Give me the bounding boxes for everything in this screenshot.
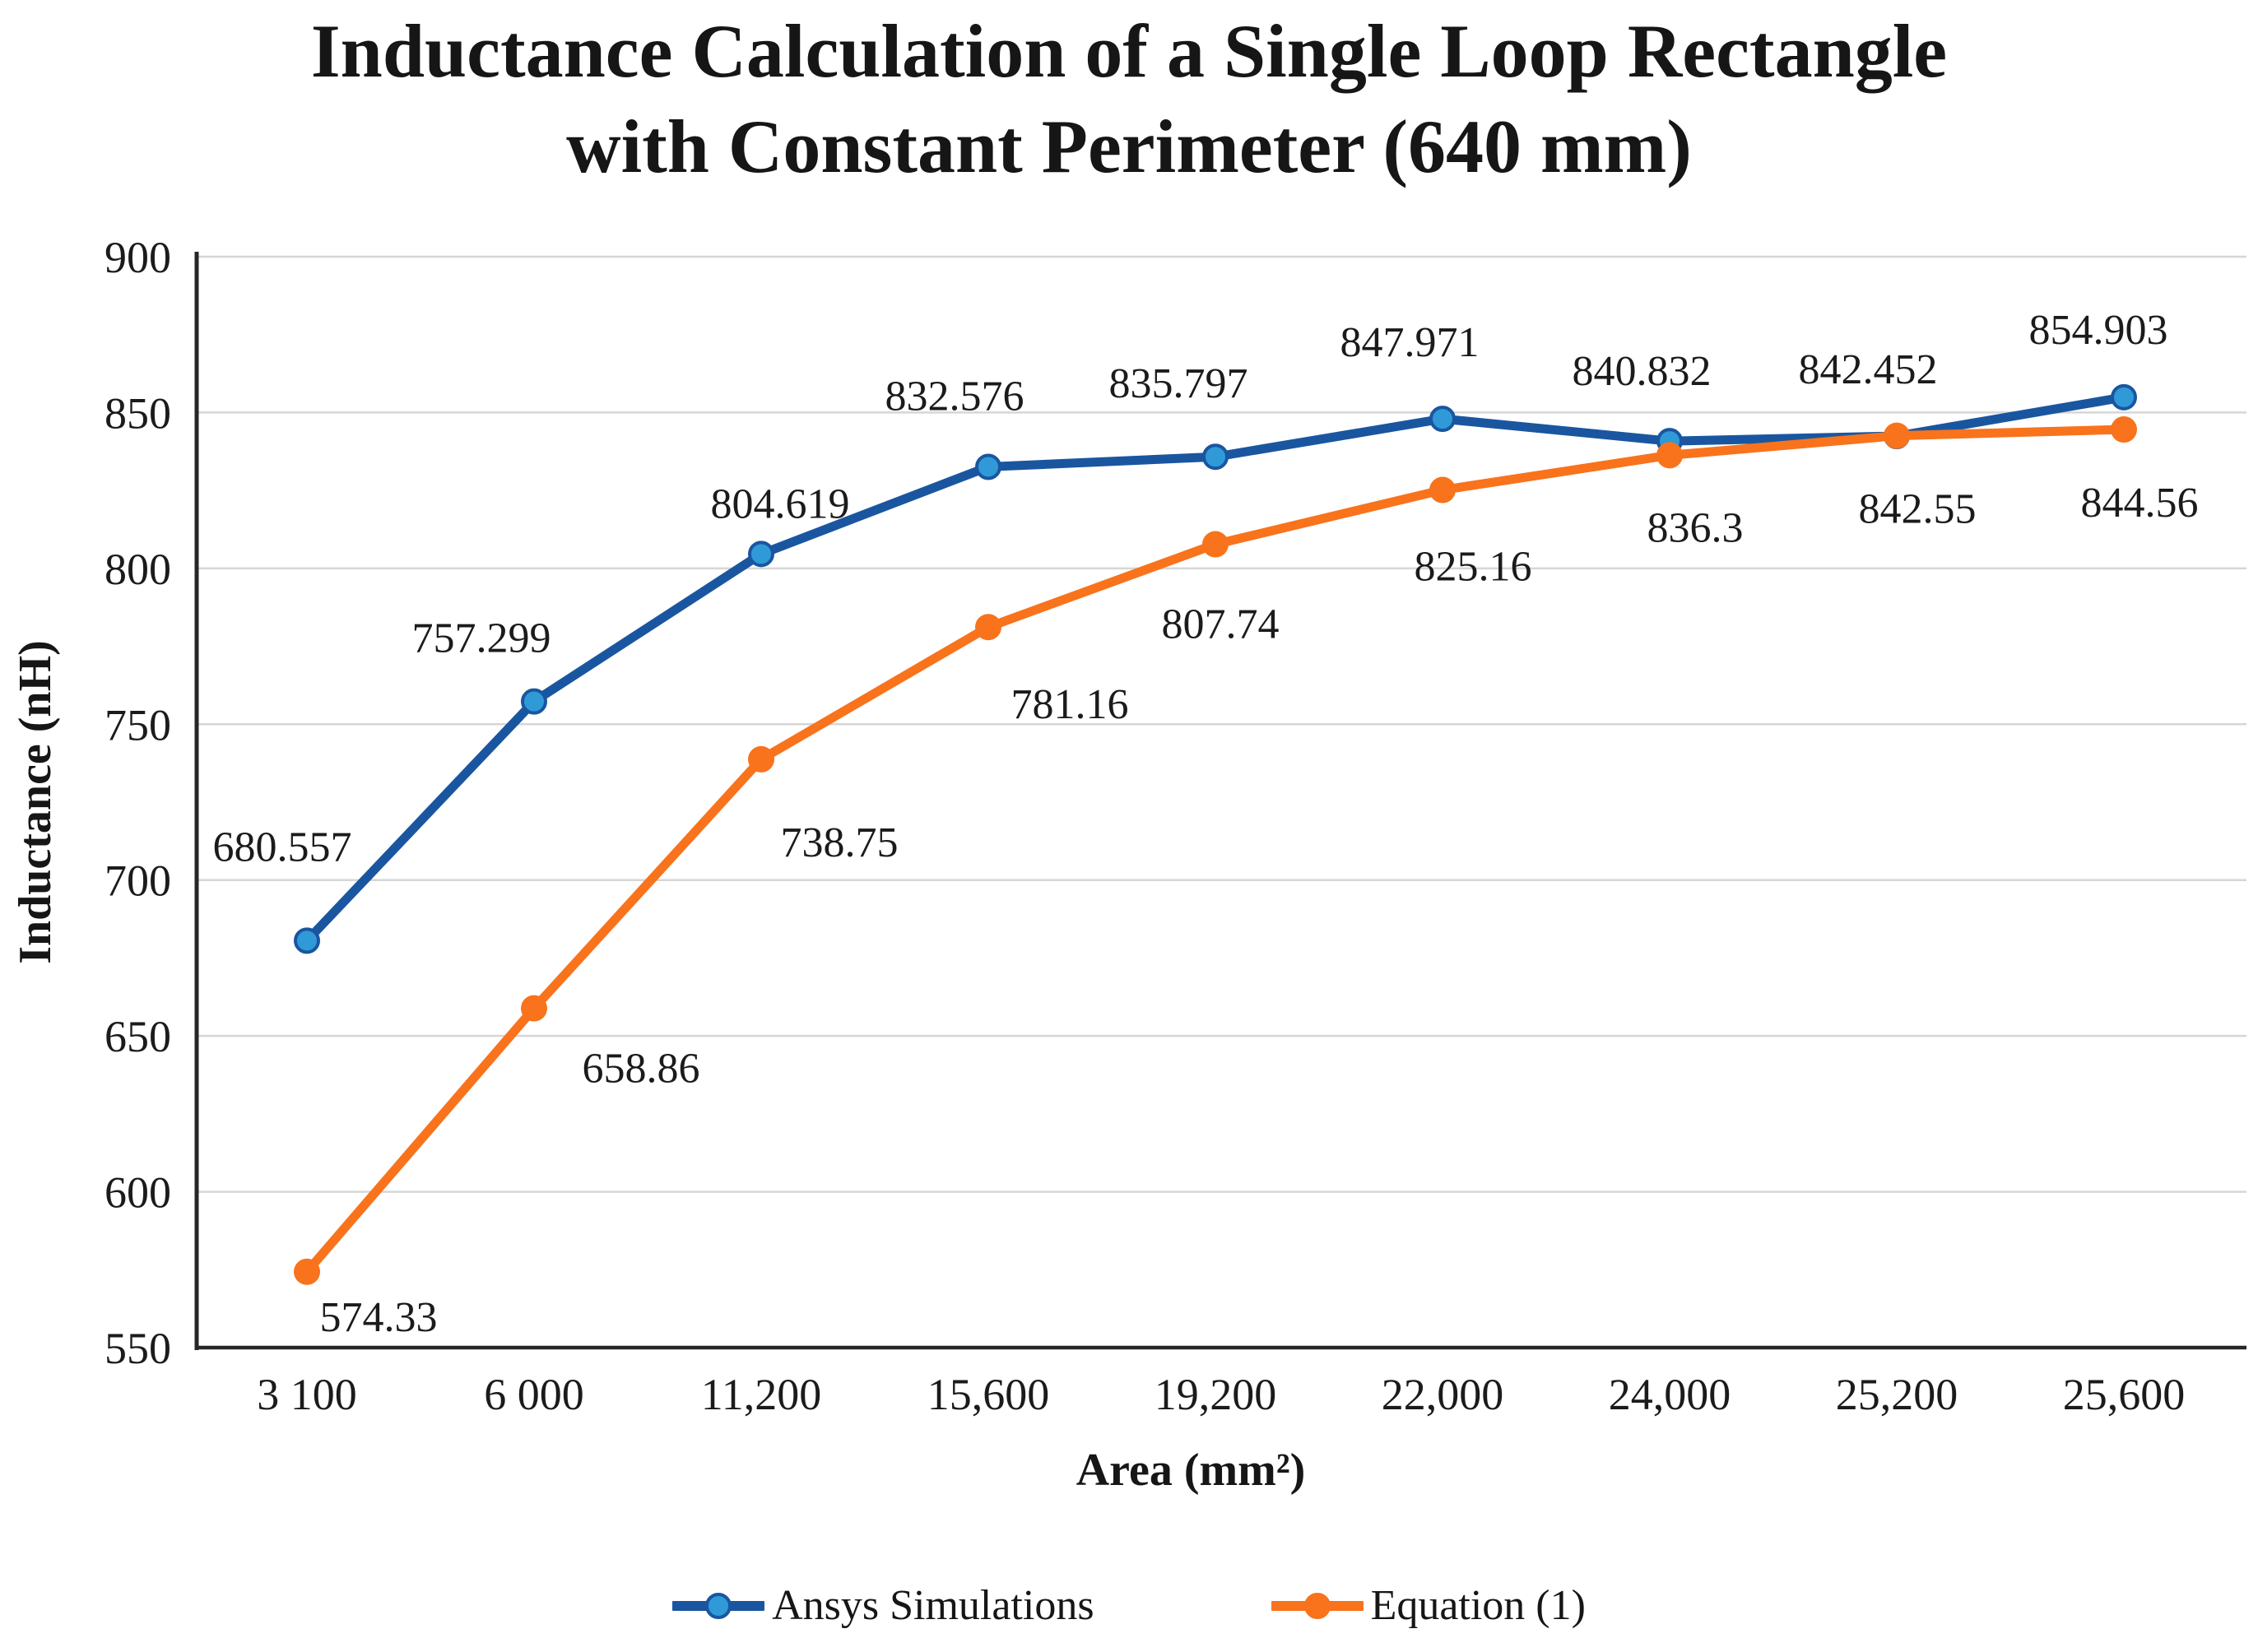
data-point-marker	[1202, 531, 1229, 558]
data-label: 738.75	[781, 819, 899, 866]
legend-item-equation-1: Equation (1)	[1271, 1581, 1586, 1630]
x-tick-label: 24,000	[1609, 1370, 1731, 1419]
data-point-marker	[294, 927, 320, 954]
data-label: 836.3	[1647, 504, 1744, 551]
data-point-marker	[2111, 416, 2137, 443]
legend-label: Equation (1)	[1370, 1582, 1586, 1629]
data-label: 844.56	[2081, 480, 2199, 527]
data-label: 832.576	[885, 373, 1024, 420]
y-tick-label: 550	[105, 1324, 171, 1373]
data-label: 680.557	[213, 824, 352, 870]
chart-title-line-2: with Constant Perimeter (640 mm)	[566, 104, 1692, 188]
y-tick-label: 650	[105, 1012, 171, 1061]
legend: Ansys Simulations Equation (1)	[0, 1581, 2258, 1630]
data-point-marker	[975, 614, 1001, 641]
y-tick-label: 850	[105, 388, 171, 438]
data-label: 757.299	[412, 615, 551, 662]
data-label: 574.33	[320, 1294, 438, 1341]
data-point-marker	[748, 745, 774, 773]
data-point-marker	[1202, 443, 1229, 471]
data-point-marker	[1429, 476, 1456, 503]
y-tick-label: 750	[105, 700, 171, 749]
y-tick-label: 600	[105, 1168, 171, 1218]
x-tick-label: 15,600	[927, 1370, 1050, 1419]
data-point-marker	[1884, 422, 1910, 449]
x-tick-label: 19,200	[1155, 1370, 1277, 1419]
data-label: 842.452	[1799, 346, 1938, 393]
data-label: 842.55	[1859, 486, 1977, 533]
data-label: 825.16	[1415, 544, 1532, 591]
data-point-marker	[294, 1258, 320, 1285]
series-line	[302, 392, 2129, 945]
data-point-marker	[1656, 442, 1683, 469]
legend-label: Ansys Simulations	[772, 1582, 1094, 1629]
gridlines	[195, 255, 2246, 1193]
data-point-marker	[521, 688, 547, 715]
legend-line-marker-icon	[1271, 1587, 1364, 1625]
data-point-marker	[1429, 406, 1456, 433]
x-tick-label: 25,600	[2063, 1370, 2186, 1419]
y-tick-label: 700	[105, 856, 171, 906]
data-label: 835.797	[1109, 360, 1248, 407]
x-tick-label: 6 000	[484, 1370, 584, 1419]
data-label: 840.832	[1573, 348, 1712, 395]
axes	[194, 252, 2246, 1350]
x-axis-title: Area (mm²)	[1076, 1445, 1306, 1496]
data-point-marker	[521, 995, 547, 1022]
y-axis-title: Inductance (nH)	[10, 640, 61, 964]
data-point-marker	[975, 453, 1001, 480]
data-label: 658.86	[583, 1046, 700, 1093]
y-tick-label: 800	[105, 545, 171, 594]
data-label: 781.16	[1011, 681, 1129, 728]
chart-title: Inductance Calculation of a Single Loop …	[0, 3, 2258, 194]
data-point-marker	[2111, 383, 2137, 411]
legend-line-marker-icon	[672, 1587, 765, 1625]
data-labels: 680.557 757.299 804.619 832.576 835.797 847.9…	[213, 307, 2168, 871]
y-tick-label: 900	[105, 233, 171, 282]
x-tick-label: 22,000	[1382, 1370, 1504, 1419]
legend-item-ansys-simulations: Ansys Simulations	[672, 1581, 1094, 1630]
x-tick-label: 25,200	[1836, 1370, 1958, 1419]
chart-title-line-1: Inductance Calculation of a Single Loop …	[310, 9, 1948, 93]
data-label: 847.971	[1340, 319, 1480, 366]
data-labels: 574.33 658.86 738.75 781.16 807.74 825.16 836.…	[320, 480, 2199, 1341]
x-tick-label: 11,200	[701, 1370, 822, 1419]
data-label: 807.74	[1162, 601, 1280, 648]
x-tick-label: 3 100	[257, 1370, 357, 1419]
x-axis-tick-labels: 3 100 6 000 11,200 15,600 19,200 22,000 24,000…	[257, 1370, 2185, 1419]
y-axis-tick-labels: 900 850 800 750 700 650 600 550	[105, 233, 171, 1373]
data-label: 804.619	[711, 480, 850, 527]
data-point-marker	[748, 541, 774, 568]
series-equation-1: 574.33 658.86 738.75 781.16 807.74 825.16 836.…	[294, 416, 2199, 1341]
data-label: 854.903	[2029, 307, 2168, 354]
